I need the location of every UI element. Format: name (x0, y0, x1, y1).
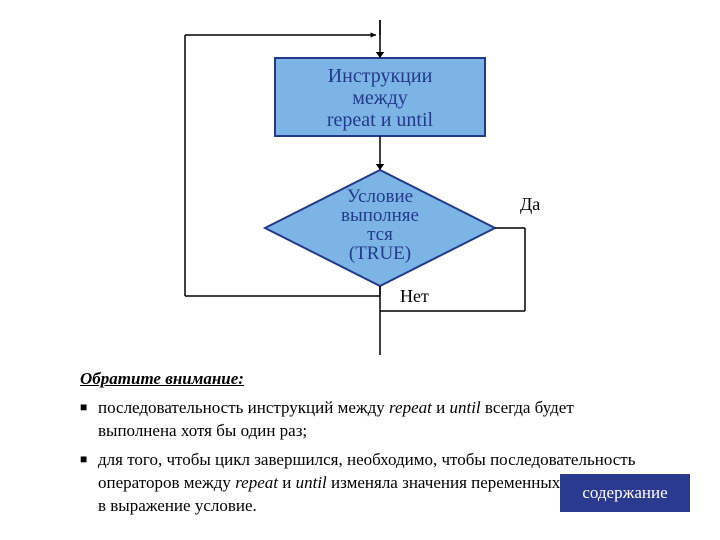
contents-button[interactable]: содержание (560, 474, 690, 512)
svg-text:Нет: Нет (400, 286, 429, 306)
svg-text:между: между (352, 87, 408, 109)
svg-text:Условие: Условие (347, 186, 413, 207)
notes-heading: Обратите внимание: (80, 368, 650, 391)
flowchart-diagram: Инструкциимеждуrepeat и until Условиевыпо… (0, 0, 720, 360)
notes-bullet: последовательность инструкций между repe… (80, 397, 650, 443)
svg-text:выполняе: выполняе (341, 205, 419, 226)
flowchart-svg: Инструкциимеждуrepeat и until Условиевыпо… (0, 0, 720, 360)
svg-text:тся: тся (367, 224, 393, 245)
svg-text:Инструкции: Инструкции (328, 65, 433, 87)
svg-text:(TRUE): (TRUE) (349, 243, 411, 264)
svg-text:Да: Да (520, 194, 540, 214)
svg-text:repeat и until: repeat и until (327, 109, 434, 131)
